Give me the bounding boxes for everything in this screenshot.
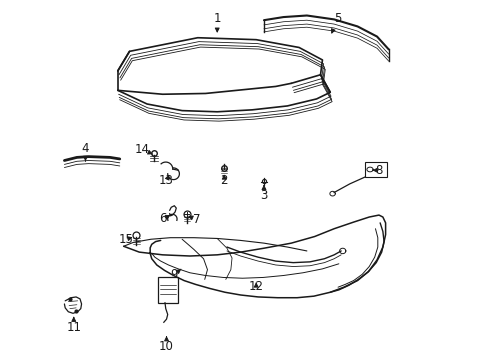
Text: 6: 6 <box>159 212 169 225</box>
Text: 12: 12 <box>248 279 263 293</box>
Text: 3: 3 <box>260 186 267 202</box>
Text: 5: 5 <box>331 12 341 33</box>
Text: 9: 9 <box>170 268 181 281</box>
Text: 10: 10 <box>159 337 174 353</box>
Text: 2: 2 <box>220 174 227 186</box>
Text: 13: 13 <box>159 174 174 187</box>
Text: 14: 14 <box>135 143 152 156</box>
Text: 8: 8 <box>372 164 382 177</box>
Bar <box>158 278 178 303</box>
Text: 11: 11 <box>66 318 81 334</box>
Bar <box>365 162 386 177</box>
Text: 4: 4 <box>81 142 89 161</box>
Text: 15: 15 <box>118 233 133 246</box>
Text: 1: 1 <box>213 12 221 32</box>
Text: 7: 7 <box>188 213 200 226</box>
